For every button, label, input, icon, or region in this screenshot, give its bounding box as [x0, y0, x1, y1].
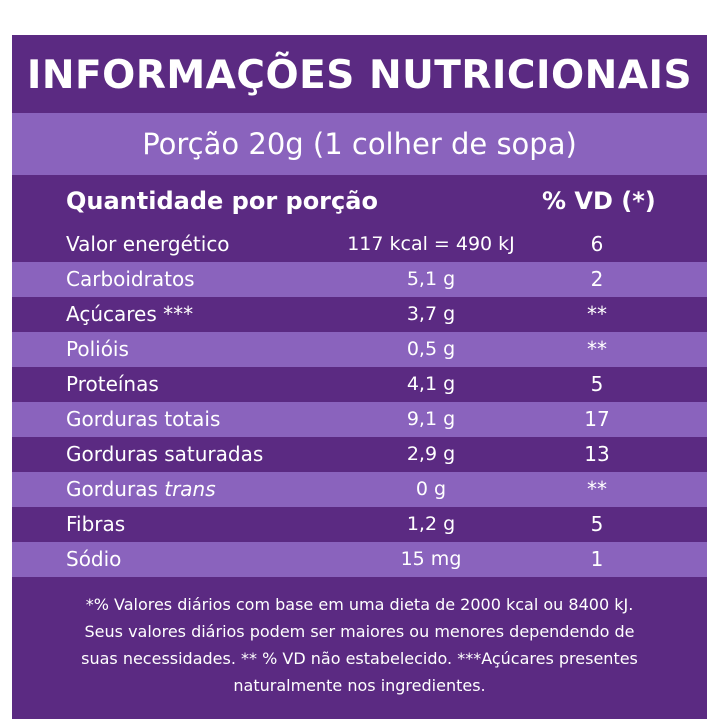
footnote-line: *% Valores diários com base em uma dieta… [85, 595, 634, 614]
table-row-total-fat: Gorduras totais 9,1 g 17 [12, 402, 707, 437]
header-quantity: Quantidade por porção [66, 187, 378, 215]
table-row-energy: Valor energético 117 kcal = 490 kJ 6 [12, 227, 707, 262]
table-row-saturated-fat: Gorduras saturadas 2,9 g 13 [12, 437, 707, 472]
nutrient-amount: 0,5 g [406, 338, 456, 360]
nutrition-facts-panel: INFORMAÇÕES NUTRICIONAIS Porção 20g (1 c… [12, 35, 707, 719]
nutrient-name: Carboidratos [66, 267, 195, 291]
nutrient-amount: 1,2 g [406, 513, 456, 535]
nutrient-amount: 2,9 g [406, 443, 456, 465]
nutrient-vd: 5 [590, 372, 604, 396]
nutrient-name: Gorduras saturadas [66, 442, 264, 466]
nutrient-name: Gorduras totais [66, 407, 221, 431]
table-row-fibers: Fibras 1,2 g 5 [12, 507, 707, 542]
header-vd: % VD (*) [542, 187, 656, 215]
footnote-line: suas necessidades. ** % VD não estabelec… [81, 649, 638, 668]
nutrient-amount: 117 kcal = 490 kJ [347, 233, 515, 255]
table-row-proteins: Proteínas 4,1 g 5 [12, 367, 707, 402]
nutrient-amount: 15 mg [400, 548, 462, 570]
footnote-line: Seus valores diários podem ser maiores o… [84, 622, 635, 641]
table-row-sodium: Sódio 15 mg 1 [12, 542, 707, 577]
nutrient-vd: ** [587, 302, 607, 326]
nutrient-name: Açúcares *** [66, 302, 194, 326]
nutrient-vd: 17 [584, 407, 610, 431]
nutrient-vd: 2 [590, 267, 604, 291]
nutrient-name-prefix: Gorduras [66, 477, 165, 501]
nutrient-amount: 0 g [415, 478, 447, 500]
nutrient-name: Valor energético [66, 232, 230, 256]
nutrient-name: Sódio [66, 547, 122, 571]
footnote: *% Valores diários com base em uma dieta… [34, 591, 685, 699]
table-row-polyols: Polióis 0,5 g ** [12, 332, 707, 367]
nutrient-name: Gorduras trans [66, 472, 216, 507]
table-row-sugars: Açúcares *** 3,7 g ** [12, 297, 707, 332]
nutrient-vd: ** [587, 477, 607, 501]
nutrient-name-italic: trans [164, 477, 216, 501]
nutrient-amount: 4,1 g [406, 373, 456, 395]
nutrient-amount: 9,1 g [406, 408, 456, 430]
nutrient-vd: 1 [590, 547, 604, 571]
portion-size: Porção 20g (1 colher de sopa) [12, 113, 707, 175]
footnote-line: naturalmente nos ingredientes. [233, 676, 486, 695]
table-header: Quantidade por porção % VD (*) [12, 175, 707, 227]
nutrient-name: Fibras [66, 512, 126, 536]
table-row-carbs: Carboidratos 5,1 g 2 [12, 262, 707, 297]
nutrient-vd: 13 [584, 442, 610, 466]
nutrient-amount: 5,1 g [406, 268, 456, 290]
nutrient-vd: ** [587, 337, 607, 361]
table-row-trans-fat: Gorduras trans 0 g ** [12, 472, 707, 507]
nutrition-title: INFORMAÇÕES NUTRICIONAIS [26, 53, 693, 98]
nutrient-vd: 6 [590, 232, 604, 256]
nutrient-vd: 5 [590, 512, 604, 536]
nutrient-amount: 3,7 g [406, 303, 456, 325]
nutrient-name: Polióis [66, 337, 129, 361]
nutrient-name: Proteínas [66, 372, 159, 396]
nutrition-table: Valor energético 117 kcal = 490 kJ 6 Car… [12, 227, 707, 577]
